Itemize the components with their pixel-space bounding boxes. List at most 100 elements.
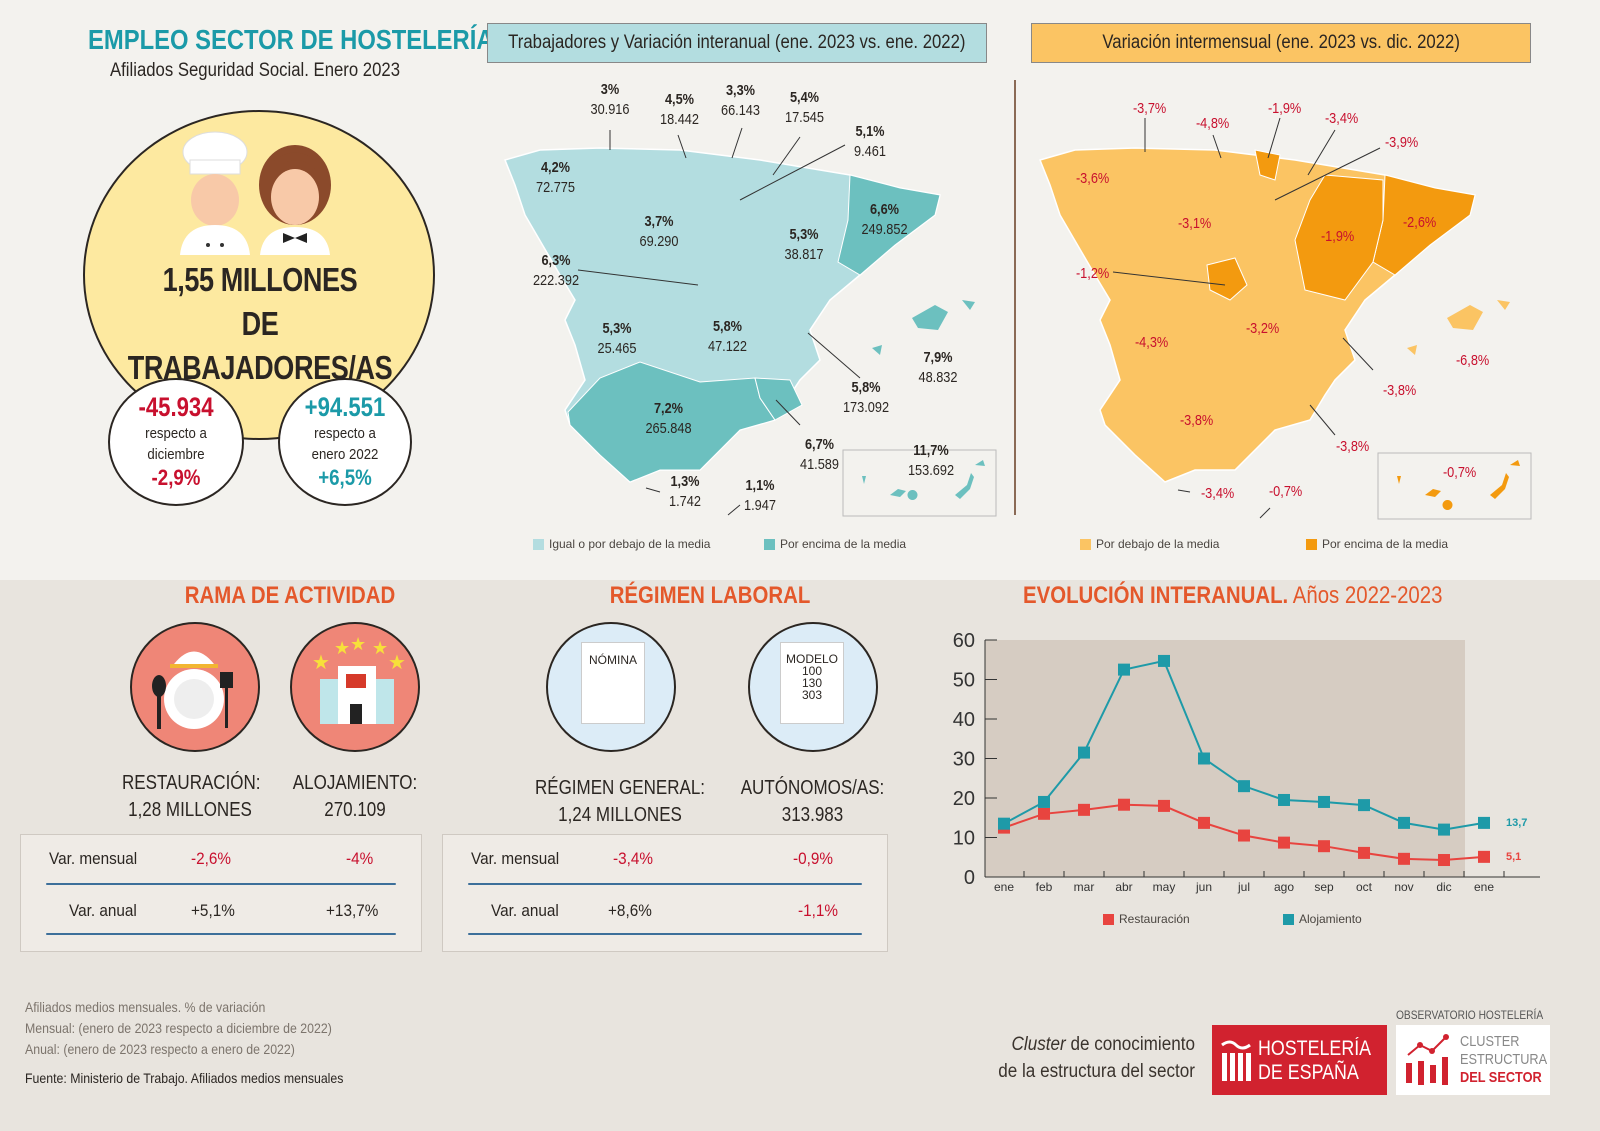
region-pct: -3,1% (1177, 215, 1212, 232)
table-row: Var. anual +8,6% -1,1% (443, 887, 887, 937)
restaurant-icon (130, 622, 260, 752)
data-point (1038, 807, 1050, 820)
region-value: 17.545 (784, 109, 824, 126)
doc-line: 100 (801, 664, 823, 678)
alojamiento-caption: ALOJAMIENTO: 270.109 (287, 770, 423, 824)
row-value: -2,6% (191, 849, 231, 868)
page-title: EMPLEO SECTOR DE HOSTELERÍA (88, 24, 494, 55)
data-point (1158, 799, 1170, 812)
region-pct: -3,9% (1384, 134, 1419, 151)
annual-legend-above: Por encima de la media (764, 537, 906, 551)
region-value: 265.848 (645, 420, 692, 437)
caption-name: AUTÓNOMOS/AS: (740, 777, 885, 799)
region-pct: -3,8% (1335, 438, 1370, 455)
region-label: 7,2% 265.848 (641, 399, 696, 439)
region-label: 6,6% 249.852 (857, 200, 912, 240)
logo-text: CLUSTER (1460, 1033, 1520, 1050)
region-pct: 6,6% (869, 201, 900, 218)
x-tick-label: ene (1474, 880, 1494, 894)
cluster-tagline: Cluster de conocimiento de la estructura … (997, 1031, 1195, 1085)
doc-line: 130 (801, 676, 823, 690)
data-point (1238, 829, 1250, 842)
region-label: 7,9% 48.832 (913, 348, 964, 388)
legend-label: Por debajo de la media (1096, 537, 1220, 551)
region-label: 5,4% 17.545 (781, 88, 828, 128)
region-pct: -3,2% (1245, 320, 1280, 337)
legend-alojamiento: Alojamiento (1283, 912, 1362, 926)
data-point (1358, 799, 1370, 812)
region-pct: -3,6% (1075, 170, 1110, 187)
region-pct: 1,3% (670, 473, 700, 490)
region-label: 5,8% 47.122 (704, 317, 751, 357)
x-tick-label: ene (994, 880, 1014, 894)
region-label: 3,3% 66.143 (717, 81, 764, 121)
footnotes: Afiliados medios mensuales. % de variaci… (25, 997, 332, 1060)
total-workers: 1,55 MILLONES DE TRABAJADORES/AS (125, 258, 396, 390)
annual-change-label2: enero 2022 (311, 446, 379, 463)
annual-change-value: +94.551 (304, 392, 386, 422)
regimen-variation-table: Var. mensual -3,4% -0,9% Var. anual +8,6% -1… (442, 834, 888, 952)
payroll-doc-icon: NÓMINA (546, 622, 676, 752)
row-label: Var. mensual (49, 849, 138, 868)
region-pct: 5,3% (602, 320, 632, 337)
region-label: 5,1% 9.461 (849, 122, 892, 162)
region-pct: -3,7% (1132, 100, 1167, 117)
total-line1: 1,55 MILLONES (162, 261, 358, 298)
monthly-change-bubble: -45.934 respecto a diciembre -2,9% (108, 378, 244, 506)
region-label: 6,3% 222.392 (530, 251, 583, 291)
candlestick-icon (1406, 1034, 1449, 1085)
region-pct: -1,9% (1267, 100, 1302, 117)
region-value: 173.092 (842, 399, 890, 416)
rama-variation-table: Var. mensual -2,6% -4% Var. anual +5,1% +13,… (20, 834, 422, 952)
data-point (1078, 803, 1090, 816)
autonomos-caption: AUTÓNOMOS/AS: 313.983 (730, 775, 896, 829)
divider (46, 933, 396, 935)
end-label: 5,1 (1506, 851, 1521, 863)
region-label: 4,2% 72.775 (532, 158, 579, 198)
tax-form-icon: MODELO 100 130 303 (748, 622, 878, 752)
page-subtitle: Afiliados Seguridad Social. Enero 2023 (110, 60, 401, 81)
region-label: 6,7% 41.589 (796, 435, 843, 475)
data-point (1438, 823, 1450, 836)
svg-text:★: ★ (388, 652, 406, 674)
data-point (1398, 816, 1410, 829)
regimen-title: RÉGIMEN LABORAL (609, 582, 811, 609)
region-value: 222.392 (532, 272, 580, 289)
data-point (1038, 795, 1050, 808)
region-value: 47.122 (707, 338, 747, 355)
region-pct: 5,8% (851, 379, 881, 396)
row-value: -4% (346, 849, 374, 868)
footnote: Afiliados medios mensuales. % de variaci… (25, 999, 266, 1015)
region-pct: 7,9% (923, 349, 953, 366)
data-point (998, 817, 1010, 830)
row-value: +5,1% (191, 901, 235, 920)
region-label: 3,7% 69.290 (634, 212, 683, 252)
legend-label: Restauración (1119, 912, 1190, 926)
row-value: +13,7% (326, 901, 379, 920)
data-point (1478, 850, 1490, 863)
hosteleria-espana-logo: HOSTELERÍA DE ESPAÑA (1212, 1025, 1387, 1095)
doc-label: NÓMINA (581, 642, 645, 724)
x-tick-label: mar (1074, 880, 1095, 894)
region-value: 69.290 (639, 233, 679, 250)
caption-name: RESTAURACIÓN: (122, 772, 261, 794)
logo-text: ESTRUCTURA (1460, 1051, 1548, 1068)
y-tick-label: 40 (953, 709, 975, 731)
region-pct: -0,7% (1268, 483, 1303, 500)
logo-text: DEL SECTOR (1460, 1069, 1542, 1086)
legend-label: Por encima de la media (1322, 537, 1449, 551)
region-pct: -0,7% (1442, 464, 1477, 481)
row-label: Var. anual (491, 901, 559, 920)
doc-line: 303 (801, 688, 823, 702)
table-row: Var. mensual -3,4% -0,9% (443, 835, 887, 885)
logo-text: HOSTELERÍA (1258, 1037, 1372, 1060)
tagline-rest: de conocimiento (1065, 1034, 1195, 1055)
region-value: 9.461 (854, 143, 886, 160)
data-point (1118, 663, 1130, 676)
chart-subtitle: Años 2022-2023 (1292, 582, 1443, 609)
chef-icon (180, 131, 250, 255)
region-pct: 6,3% (541, 252, 571, 269)
legend-label: Por encima de la media (780, 537, 907, 551)
spain-map-monthly (1039, 117, 1532, 520)
plot-area (985, 640, 1465, 877)
